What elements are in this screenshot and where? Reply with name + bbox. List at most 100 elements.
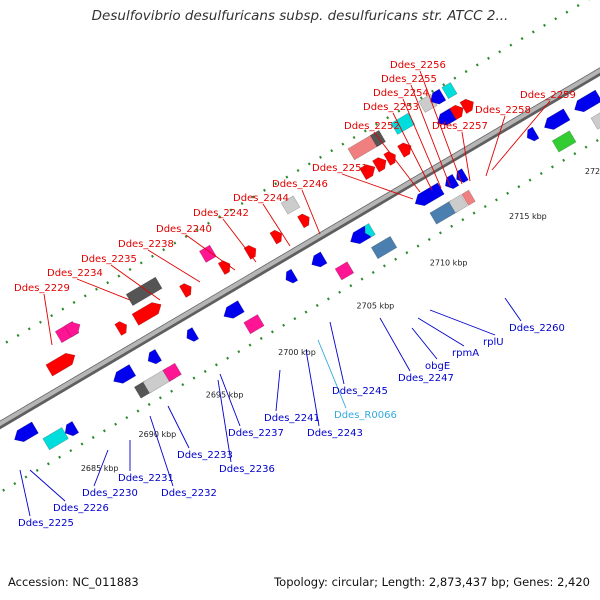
reverse-gene-glyph-shape [113,364,137,384]
forward-gene-glyph [372,157,387,173]
reverse-gene-leader [317,339,347,409]
forward-gene-leader [301,189,321,235]
forward-gene-glyph [64,321,81,338]
reverse-gene-glyph [590,102,600,130]
reverse-gene-glyph [574,89,600,113]
reverse-gene-glyph-shape [456,168,469,183]
reverse-gene-glyph [456,168,469,183]
forward-gene-glyph [441,82,458,100]
forward-label-layer: Ddes_2229 Ddes_2234 Ddes_2235 Ddes_2238 Ddes… [14,60,576,346]
reverse-gene-label: obgE [425,361,450,372]
reverse-gene-leader [93,449,109,487]
accession-text: Accession: NC_011883 [8,575,139,589]
reverse-gene-leader [305,349,320,427]
reverse-gene-leader [275,369,281,412]
reverse-gene-glyph-shape [448,194,468,214]
reverse-gene-glyph-shape [590,102,600,130]
reverse-gene-glyph [414,182,445,207]
reverse-gene-glyph [285,268,299,284]
forward-gene-label: Ddes_2258 [475,105,531,116]
reverse-gene-leader [149,415,174,487]
forward-gene-leader [392,112,433,191]
reverse-gene-leader [219,373,241,427]
reverse-gene-glyph [42,427,69,451]
reverse-gene-glyph-shape [526,126,540,142]
reverse-gene-glyph-shape [543,108,571,130]
forward-gene-leader [491,100,551,171]
forward-gene-glyph [459,98,474,115]
forward-gene-label: Ddes_2240 [156,224,212,235]
forward-gene-leader [222,218,257,263]
forward-gene-glyph-shape [125,276,163,307]
forward-gene-label: Ddes_2254 [373,88,429,99]
reverse-gene-label: Ddes_2245 [332,386,388,397]
reverse-gene-label: Ddes_2231 [118,473,174,484]
forward-gene-label: Ddes_2252 [344,121,400,132]
forward-gene-glyph-shape [131,302,162,326]
forward-gene-glyph [390,112,416,135]
forward-gene-leader [262,203,291,247]
forward-gene-leader [43,293,53,346]
forward-gene-glyph [45,352,76,377]
reverse-gene-leader [504,297,522,322]
reverse-gene-glyph-shape [243,314,265,335]
forward-gene-glyph-shape [436,108,457,126]
reverse-track-guide [0,17,600,578]
forward-gene-glyph-shape [45,352,76,377]
forward-gene-glyph [359,164,376,181]
reverse-gene-label: Ddes_2233 [177,450,233,461]
forward-gene-glyph [125,276,163,307]
reverse-gene-leader [217,379,232,463]
reverse-gene-label: Ddes_2247 [398,373,454,384]
genome-backbone [0,0,600,528]
forward-gene-label: Ddes_2256 [390,60,446,71]
forward-gene-glyph [178,283,192,298]
reverse-gene-glyph [64,420,80,437]
forward-gene-glyph-shape [64,321,81,338]
forward-gene-glyph-shape [269,229,283,245]
reverse-gene-glyph-shape [444,173,460,190]
reverse-gene-leader [411,327,438,360]
forward-gene-leader [373,131,421,193]
scale-tick-label: 2720 kbp [585,167,600,176]
forward-gene-glyph-shape [178,283,192,298]
reverse-gene-glyph-shape [14,421,39,443]
forward-gene-glyph-shape [114,321,128,336]
forward-gene-glyph-shape [383,151,396,166]
reverse-gene-glyph [334,261,355,281]
forward-gene-leader [341,173,414,200]
forward-gene-label: Ddes_2238 [118,239,174,250]
forward-gene-glyph-shape [459,98,474,115]
reverse-gene-glyph [526,126,540,142]
forward-gene-leader [110,264,161,301]
reverse-gene-label: Ddes_2241 [264,413,320,424]
forward-gene-label: Ddes_2242 [193,208,249,219]
reverse-gene-leader [429,309,496,336]
reverse-gene-leader [29,469,66,502]
forward-gene-glyph-shape [280,195,301,215]
forward-gene-leader [461,131,471,182]
reverse-gene-glyph [14,421,39,443]
forward-gene-leader [419,70,463,185]
forward-gene-leader [76,278,131,301]
reverse-gene-label: Ddes_R0066 [334,410,397,421]
forward-gene-glyph-shape [390,112,416,135]
reverse-gene-glyph-shape [414,182,445,207]
forward-gene-glyph-shape [372,157,387,173]
forward-gene-glyph [269,229,283,245]
scale-tick-label: 2685 kbp [81,464,119,473]
map-title: Desulfovibrio desulfuricans subsp. desul… [91,8,509,24]
forward-gene-glyph [280,195,301,215]
reverse-gene-label: Ddes_2260 [509,323,565,334]
scale-tick-label: 2715 kbp [509,212,547,221]
forward-gene-leader [147,249,201,283]
forward-gene-label: Ddes_2259 [520,90,576,101]
reverse-gene-glyph-shape [64,420,80,437]
forward-gene-glyph-shape [397,142,412,158]
reverse-gene-glyph-shape [370,235,398,260]
reverse-gene-glyph-shape [311,251,328,268]
forward-gene-glyph [397,142,412,158]
forward-gene-leader [402,98,442,189]
